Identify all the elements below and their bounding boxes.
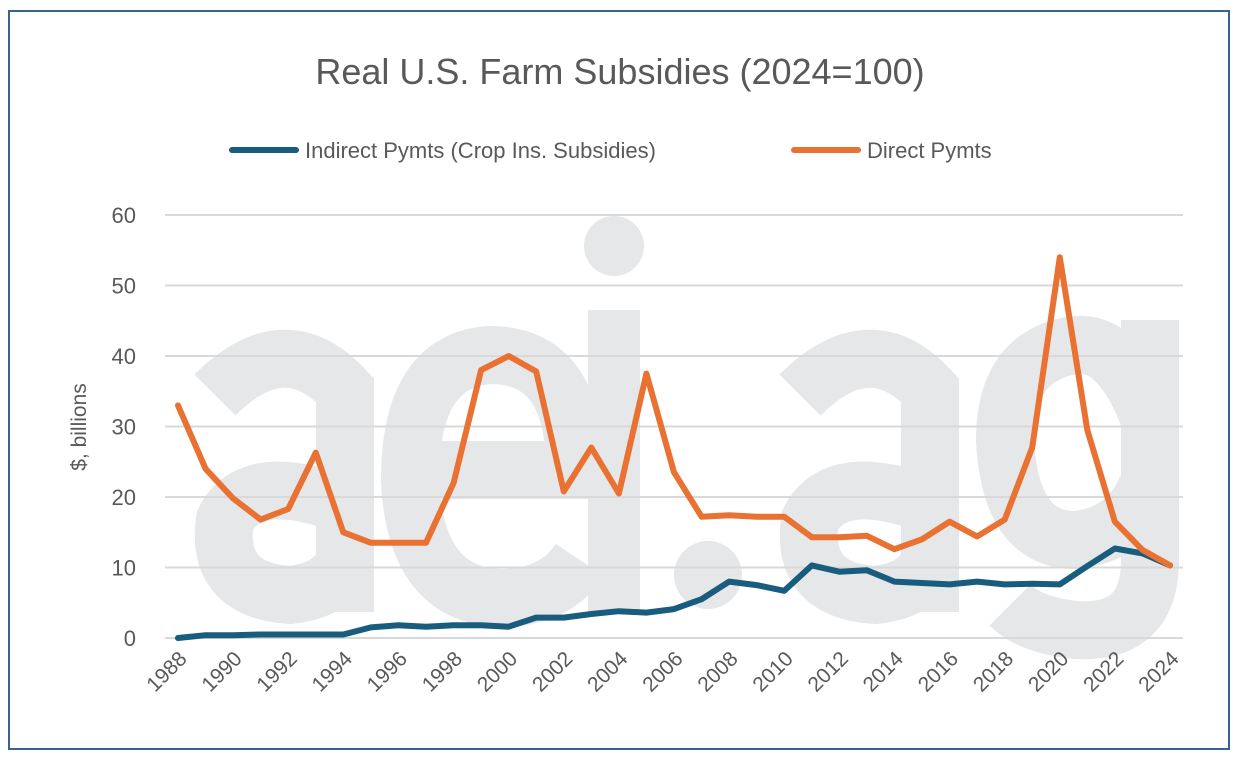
- x-tick-label: 2016: [914, 647, 963, 696]
- x-tick-label: 2012: [804, 647, 853, 696]
- chart-title: Real U.S. Farm Subsidies (2024=100): [315, 51, 924, 92]
- series-line-direct: [175, 254, 1173, 569]
- y-tick-label: 50: [112, 274, 136, 299]
- watermark-letter-g: [975, 315, 1179, 660]
- legend-label-indirect: Indirect Pymts (Crop Ins. Subsidies): [305, 138, 656, 163]
- y-tick-label: 10: [112, 556, 136, 581]
- watermark-letter-e: [380, 325, 605, 628]
- watermark-logo: [194, 216, 1179, 660]
- x-tick-label: 2000: [473, 647, 522, 696]
- x-tick-label: 2010: [748, 647, 797, 696]
- x-tick-label: 2002: [528, 647, 577, 696]
- x-tick-label: 1992: [252, 647, 301, 696]
- x-tick-label: 1988: [142, 647, 191, 696]
- y-tick-label: 30: [112, 415, 136, 440]
- watermark-period: [674, 541, 742, 609]
- y-tick-label: 20: [112, 485, 136, 510]
- y-tick-label: 40: [112, 344, 136, 369]
- legend-label-direct: Direct Pymts: [867, 138, 992, 163]
- watermark-letter-i-dot: [584, 216, 644, 276]
- y-tick-label: 60: [112, 203, 136, 228]
- watermark-letter-a1: [194, 329, 374, 625]
- series-line-indirect: [175, 545, 1173, 641]
- x-tick-label: 2024: [1134, 647, 1184, 697]
- x-tick-label: 1996: [363, 647, 412, 696]
- x-tick-label: 1998: [418, 647, 467, 696]
- x-tick-label: 1994: [308, 647, 358, 697]
- legend: Indirect Pymts (Crop Ins. Subsidies) Dir…: [229, 138, 992, 163]
- y-tick-label: 0: [124, 626, 136, 651]
- x-tick-label: 1990: [197, 647, 246, 696]
- x-tick-label: 2014: [859, 647, 909, 697]
- x-tick-label: 2006: [638, 647, 687, 696]
- x-tick-label: 2004: [583, 647, 633, 697]
- x-tick-label: 2008: [693, 647, 742, 696]
- x-tick-label: 2018: [969, 647, 1018, 696]
- watermark-letter-a2: [779, 329, 959, 625]
- y-axis-label: $, billions: [68, 383, 91, 471]
